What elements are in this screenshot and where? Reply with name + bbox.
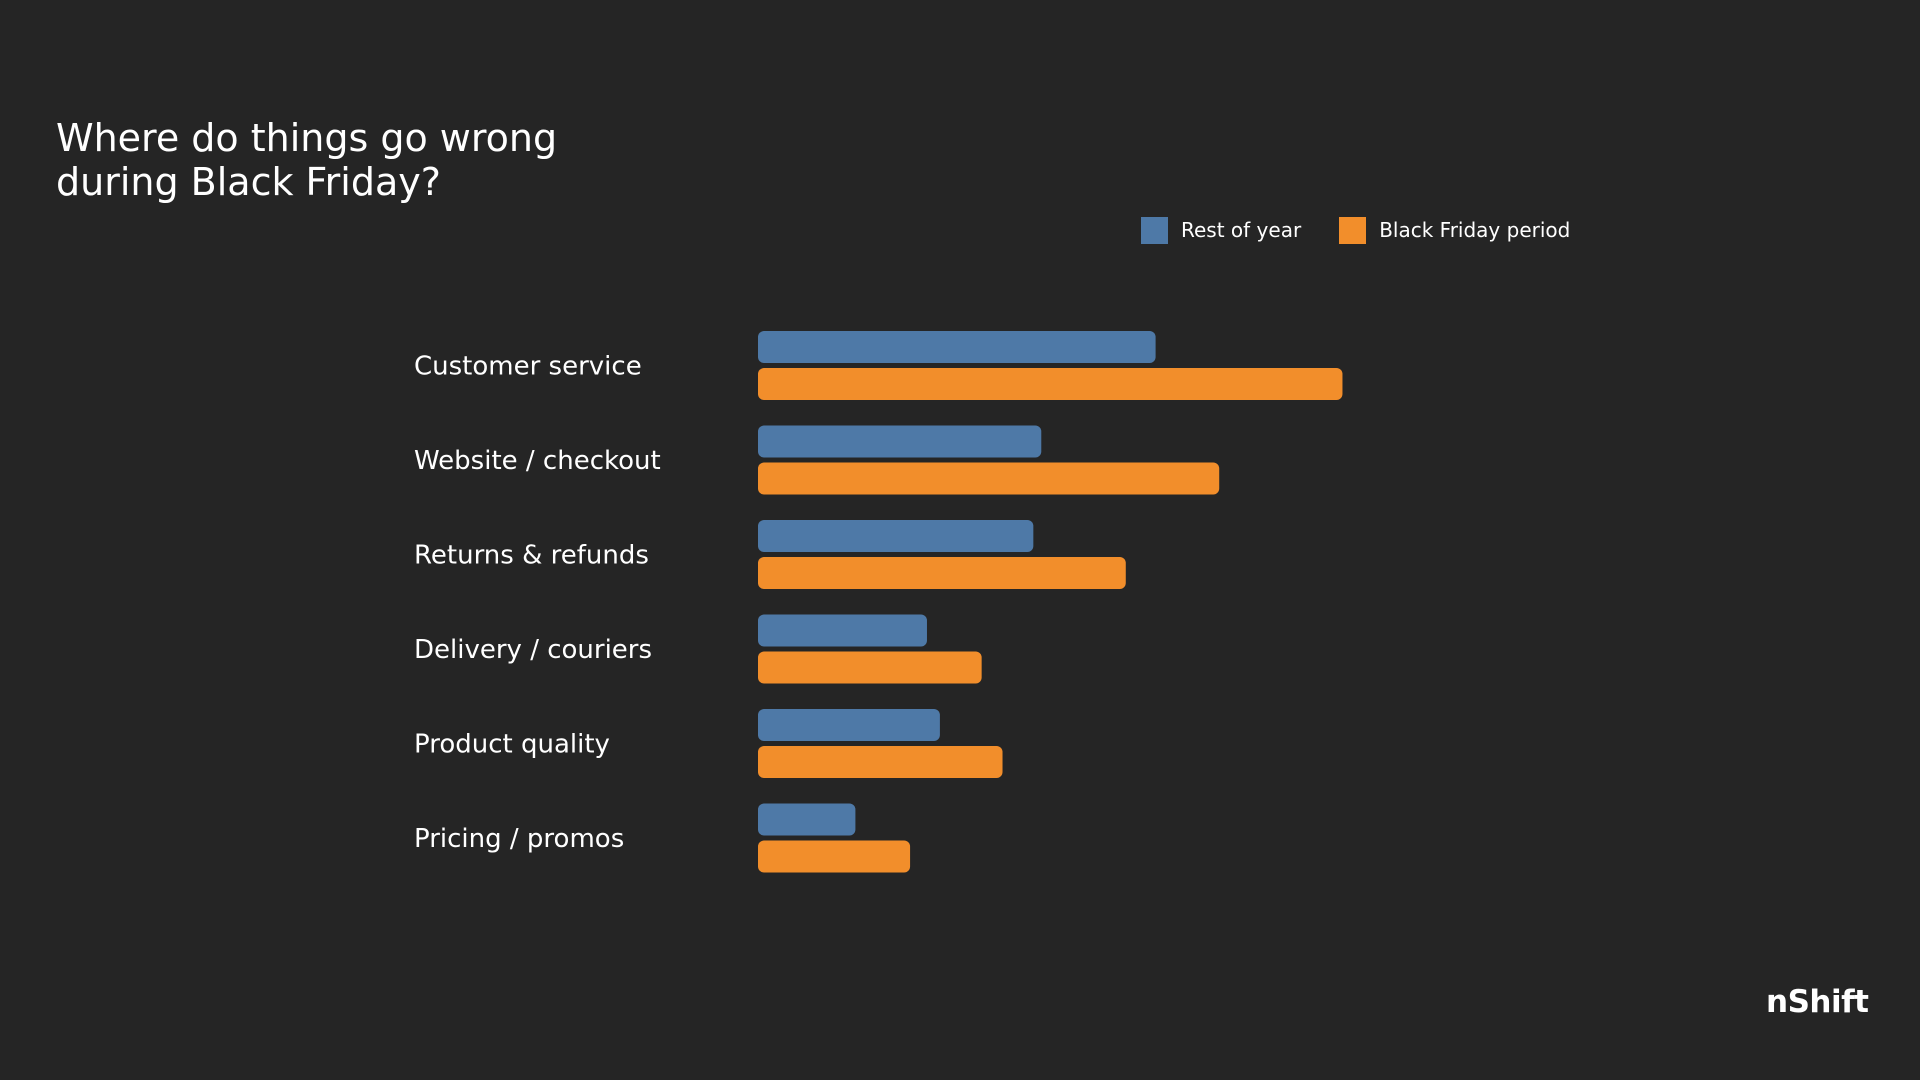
bar-rest-of-year-returns-refunds — [758, 520, 1034, 552]
bar-rest-of-year-delivery-couriers — [758, 614, 927, 647]
bar-black-friday-period-website-checkout — [758, 462, 1220, 495]
bar-black-friday-period-customer-service — [758, 368, 1343, 400]
legend-item-rest-of-year: Rest of year — [1141, 216, 1302, 244]
bar-black-friday-period-product-quality — [758, 746, 1003, 778]
category-label-website-checkout: Website / checkout — [414, 446, 661, 476]
legend-label-black-friday: Black Friday period — [1379, 218, 1571, 242]
bar-rest-of-year-product-quality — [758, 709, 940, 741]
category-label-product-quality: Product quality — [414, 730, 610, 760]
legend-swatch-rest-of-year — [1141, 216, 1168, 244]
bar-black-friday-period-returns-refunds — [758, 557, 1126, 589]
category-label-returns-refunds: Returns & refunds — [414, 541, 649, 571]
legend-item-black-friday: Black Friday period — [1339, 216, 1571, 244]
bar-rest-of-year-website-checkout — [758, 425, 1042, 458]
chart-title: Where do things go wrong during Black Fri… — [56, 116, 558, 204]
bar-rest-of-year-customer-service — [758, 331, 1156, 363]
category-label-pricing-promos: Pricing / promos — [414, 824, 624, 854]
bar-black-friday-period-pricing-promos — [758, 840, 911, 873]
bar-black-friday-period-delivery-couriers — [758, 651, 982, 684]
legend-swatch-black-friday — [1339, 216, 1367, 244]
bar-rest-of-year-pricing-promos — [758, 803, 856, 836]
legend: Rest of year Black Friday period — [1141, 216, 1608, 244]
category-label-customer-service: Customer service — [414, 352, 642, 382]
legend-label-rest-of-year: Rest of year — [1181, 218, 1302, 242]
nshift-logo: nShift — [1766, 984, 1869, 1020]
category-label-delivery-couriers: Delivery / couriers — [414, 635, 652, 665]
